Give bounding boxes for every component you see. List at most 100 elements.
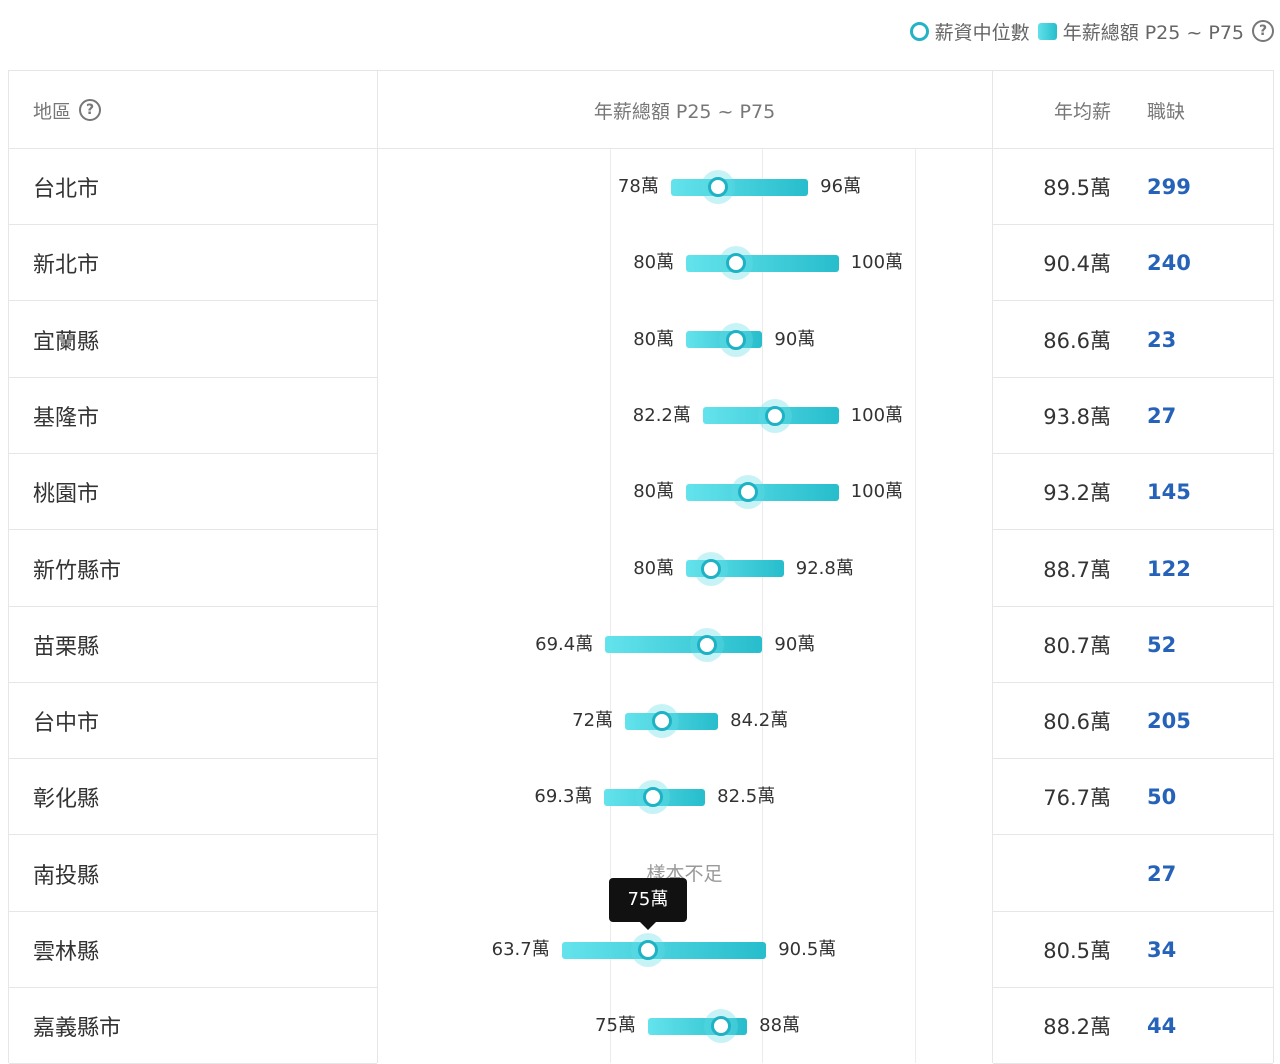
range-swatch-icon xyxy=(1037,22,1057,40)
table-row[interactable]: 嘉義縣市 88.2萬 44 75萬 88萬 xyxy=(9,988,1273,1064)
p75-label: 100萬 xyxy=(850,481,904,503)
median-marker[interactable] xyxy=(719,322,754,357)
question-circle-icon[interactable]: ? xyxy=(79,99,102,121)
table-row[interactable]: 新竹縣市 88.7萬 122 80萬 92.8萬 xyxy=(9,531,1273,607)
jobs-link[interactable]: 122 xyxy=(1147,556,1191,581)
column-divider xyxy=(377,71,378,1063)
table-row[interactable]: 基隆市 93.8萬 27 82.2萬 100萬 xyxy=(9,378,1273,454)
table-row[interactable]: 雲林縣 80.5萬 34 63.7萬 90.5萬 75萬 xyxy=(9,878,1273,988)
avg-salary: 88.7萬 xyxy=(1043,557,1111,582)
avg-salary: 90.4萬 xyxy=(1043,252,1111,277)
p75-label: 100萬 xyxy=(850,404,904,426)
jobs-link[interactable]: 50 xyxy=(1147,785,1177,810)
jobs-link[interactable]: 44 xyxy=(1147,1014,1177,1039)
row-divider xyxy=(993,910,1273,912)
range-bar[interactable] xyxy=(561,941,767,959)
jobs-link[interactable]: 34 xyxy=(1147,938,1177,962)
p25-label: 80萬 xyxy=(633,481,675,503)
median-marker[interactable] xyxy=(758,398,793,433)
gridline xyxy=(762,149,763,1063)
header-region: 地區 ? xyxy=(33,71,102,149)
table-row[interactable]: 彰化縣 76.7萬 50 69.3萬 82.5萬 xyxy=(9,759,1273,836)
header-jobs: 職缺 xyxy=(1147,100,1186,123)
range-bar[interactable] xyxy=(670,178,809,196)
table-row[interactable]: 台中市 80.6萬 205 72萬 84.2萬 xyxy=(9,683,1273,760)
p25-label: 72萬 xyxy=(572,710,614,732)
p75-label: 90萬 xyxy=(774,633,816,655)
row-divider xyxy=(993,452,1273,454)
question-circle-icon[interactable]: ? xyxy=(1252,20,1274,42)
range-bar[interactable] xyxy=(686,483,839,501)
row-divider xyxy=(993,987,1273,988)
row-divider xyxy=(9,758,377,760)
region-name: 桃園市 xyxy=(33,482,100,508)
p25-label: 80萬 xyxy=(633,252,675,274)
row-divider xyxy=(993,224,1273,225)
jobs-link[interactable]: 27 xyxy=(1147,403,1177,428)
region-name: 台中市 xyxy=(33,711,100,737)
row-divider xyxy=(9,681,377,683)
avg-salary: 80.5萬 xyxy=(1043,939,1111,963)
region-name: 苗栗縣 xyxy=(33,634,100,660)
p75-label: 90萬 xyxy=(774,328,816,350)
row-divider xyxy=(9,300,377,302)
header-region-label: 地區 xyxy=(33,100,72,123)
row-divider xyxy=(9,987,377,988)
region-name: 新北市 xyxy=(33,253,100,279)
p75-label: 92.8萬 xyxy=(795,557,854,579)
row-divider xyxy=(9,605,377,607)
median-marker[interactable] xyxy=(704,1009,739,1044)
column-divider xyxy=(992,71,993,1063)
p75-label: 84.2萬 xyxy=(730,710,789,732)
table-row[interactable]: 台北市 89.5萬 299 78萬 96萬 xyxy=(9,149,1273,225)
gridline xyxy=(915,149,916,1063)
region-name: 基隆市 xyxy=(33,405,100,431)
median-marker[interactable] xyxy=(644,704,679,739)
p25-label: 80萬 xyxy=(633,557,675,579)
row-divider xyxy=(9,224,377,225)
median-marker[interactable] xyxy=(693,551,728,586)
avg-salary: 89.5萬 xyxy=(1043,176,1111,200)
table-row[interactable]: 桃園市 93.2萬 145 80萬 100萬 xyxy=(9,454,1273,531)
table-row[interactable]: 苗栗縣 80.7萬 52 69.4萬 90萬 xyxy=(9,607,1273,683)
avg-salary: 93.2萬 xyxy=(1043,481,1111,506)
row-divider xyxy=(9,452,377,454)
region-name: 嘉義縣市 xyxy=(33,1016,122,1042)
p25-label: 69.4萬 xyxy=(535,633,594,655)
jobs-link[interactable]: 145 xyxy=(1147,480,1191,505)
p25-label: 82.2萬 xyxy=(632,404,691,426)
median-tooltip: 75萬 xyxy=(608,878,687,930)
region-name: 宜蘭縣 xyxy=(33,329,100,355)
legend-range-label: 年薪總額 P25 ~ P75 xyxy=(1062,21,1244,44)
median-marker[interactable] xyxy=(636,780,671,815)
jobs-link[interactable]: 205 xyxy=(1147,709,1191,734)
table-row[interactable]: 宜蘭縣 86.6萬 23 80萬 90萬 xyxy=(9,302,1273,378)
median-marker[interactable] xyxy=(701,170,736,204)
median-marker[interactable] xyxy=(730,475,765,510)
jobs-link[interactable]: 52 xyxy=(1147,632,1177,657)
legend-median-label: 薪資中位數 xyxy=(934,21,1030,44)
gridline xyxy=(610,149,611,1063)
jobs-link[interactable]: 23 xyxy=(1147,327,1177,352)
jobs-link[interactable]: 240 xyxy=(1147,251,1191,276)
legend: 薪資中位數 年薪總額 P25 ~ P75 ? xyxy=(909,17,1274,45)
range-bar[interactable] xyxy=(686,254,839,272)
table-header: 地區 ? 年薪總額 P25 ~ P75 年均薪 職缺 xyxy=(9,71,1273,149)
range-bar[interactable] xyxy=(605,636,763,654)
table-row[interactable]: 新北市 90.4萬 240 80萬 100萬 xyxy=(9,225,1273,302)
salary-table: 地區 ? 年薪總額 P25 ~ P75 年均薪 職缺 台北市 89.5萬 299 78… xyxy=(8,70,1274,1064)
median-marker[interactable] xyxy=(719,246,754,281)
median-ring-icon xyxy=(909,21,929,41)
row-divider xyxy=(993,300,1273,302)
row-divider xyxy=(993,834,1273,836)
median-marker[interactable] xyxy=(630,933,665,967)
region-name: 雲林縣 xyxy=(33,940,100,965)
median-marker[interactable] xyxy=(689,627,724,662)
p75-label: 88萬 xyxy=(759,1015,801,1037)
p75-label: 90.5萬 xyxy=(778,939,837,960)
row-divider xyxy=(993,758,1273,760)
jobs-link[interactable]: 299 xyxy=(1147,175,1191,199)
row-divider xyxy=(993,681,1273,683)
jobs-link[interactable]: 27 xyxy=(1147,861,1177,886)
header-range: 年薪總額 P25 ~ P75 xyxy=(593,100,776,123)
